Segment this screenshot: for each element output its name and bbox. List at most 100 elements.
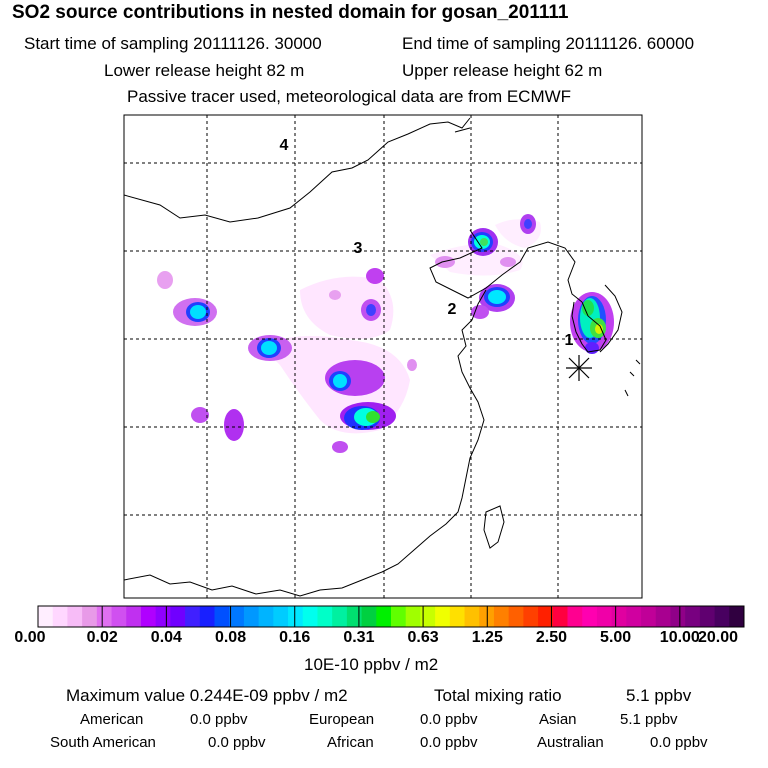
purple-patch xyxy=(224,409,244,441)
colorbar-label: 0.08 xyxy=(214,629,247,646)
colorbar-cell xyxy=(567,606,583,627)
colorbar-label: 0.63 xyxy=(407,629,439,646)
colorbar-cell xyxy=(670,606,686,627)
asian-label: Asian xyxy=(539,711,577,728)
colorbar-cell xyxy=(508,606,524,627)
colorbar-ticks xyxy=(101,606,681,627)
colorbar-cell xyxy=(538,606,554,627)
european-value: 0.0 ppbv xyxy=(420,711,478,728)
south-american-label: South American xyxy=(50,734,156,751)
region-label-1: 1 xyxy=(565,332,574,349)
colorbar-cell xyxy=(332,606,348,627)
colorbar-cell xyxy=(67,606,83,627)
region-label-4: 4 xyxy=(280,137,289,154)
colorbar-cell xyxy=(229,606,245,627)
plume-area xyxy=(430,243,523,276)
colorbar-cell xyxy=(111,606,127,627)
upper-height-label: Upper release height 62 m xyxy=(402,61,603,80)
colorbar-label: 0.00 xyxy=(14,629,46,646)
colorbar-cell xyxy=(52,606,68,627)
cyan-core xyxy=(190,305,206,319)
colorbar-label: 0.31 xyxy=(343,629,375,646)
colorbar-cell xyxy=(214,606,230,627)
green-peak xyxy=(366,411,380,423)
colorbar-label: 0.02 xyxy=(86,629,118,646)
total-mixing-label: Total mixing ratio xyxy=(434,686,562,705)
purple-patch xyxy=(191,407,209,423)
australian-value: 0.0 ppbv xyxy=(650,734,708,751)
colorbar-cell xyxy=(376,606,392,627)
colorbar-cell xyxy=(82,606,98,627)
colorbar-cell xyxy=(596,606,613,627)
american-value: 0.0 ppbv xyxy=(190,711,248,728)
colorbar-cells xyxy=(38,606,745,627)
colorbar-cell xyxy=(170,606,186,627)
lower-height-label: Lower release height 82 m xyxy=(104,61,305,80)
colorbar-cell xyxy=(288,606,304,627)
purple-patch xyxy=(407,359,417,371)
colorbar-cell xyxy=(199,606,215,627)
colorbar-cell xyxy=(552,606,568,627)
concentration-field xyxy=(157,214,614,453)
colorbar-label: 5.00 xyxy=(600,629,632,646)
colorbar-cell xyxy=(243,606,260,627)
blue-core xyxy=(366,304,376,316)
colorbar-cell xyxy=(523,606,539,627)
purple-patch xyxy=(435,256,455,268)
cyan-core xyxy=(261,341,277,355)
coastlines xyxy=(124,117,641,597)
max-value-label: Maximum value 0.244E-09 ppbv / m2 xyxy=(66,686,348,705)
colorbar-cell xyxy=(464,606,480,627)
colorbar-label: 0.16 xyxy=(279,629,311,646)
total-mixing-value: 5.1 ppbv xyxy=(626,686,692,705)
blue-core xyxy=(524,219,532,229)
colorbar-cell xyxy=(302,606,318,627)
colorbar-cell xyxy=(185,606,201,627)
colorbar-label: 0.04 xyxy=(150,629,182,646)
colorbar-frame xyxy=(37,605,745,628)
page-title: SO2 source contributions in nested domai… xyxy=(12,2,569,23)
colorbar-cell xyxy=(258,606,274,627)
colorbar-cell xyxy=(641,606,657,627)
colorbar-label: 20.00 xyxy=(697,629,739,646)
asterisk-receptor-icon xyxy=(566,355,592,381)
green-peak xyxy=(480,238,488,246)
colorbar-label: 1.25 xyxy=(471,629,503,646)
green-peak xyxy=(582,300,594,316)
colorbar-cell xyxy=(611,606,627,627)
cyan-core xyxy=(488,290,506,304)
colorbar-cell xyxy=(626,606,642,627)
colorbar-cell xyxy=(96,606,112,627)
purple-patch xyxy=(500,257,516,267)
purple-patch xyxy=(471,305,489,319)
colorbar-cell xyxy=(655,606,671,627)
african-label: African xyxy=(327,734,374,751)
colorbar-cell xyxy=(38,606,54,627)
colorbar-label: 2.50 xyxy=(535,629,568,646)
colorbar-cell xyxy=(493,606,510,627)
european-label: European xyxy=(309,711,375,728)
colorbar-cell xyxy=(435,606,451,627)
purple-patch xyxy=(329,290,341,300)
lat-lon-grid xyxy=(124,115,642,598)
colorbar-cell xyxy=(405,606,421,627)
african-value: 0.0 ppbv xyxy=(420,734,478,751)
colorbar-label: 10.00 xyxy=(659,629,700,646)
colorbar-cell xyxy=(699,606,715,627)
colorbar-cell xyxy=(685,606,701,627)
colorbar-cell xyxy=(317,606,333,627)
asian-value: 5.1 ppbv xyxy=(620,711,678,728)
map-frame xyxy=(123,114,643,599)
colorbar-cell xyxy=(449,606,465,627)
start-time-label: Start time of sampling 20111126. 30000 xyxy=(24,34,322,53)
yellow-peak xyxy=(595,324,603,334)
colorbar-cell xyxy=(391,606,407,627)
region-label-2: 2 xyxy=(448,301,457,318)
colorbar-unit: 10E-10 ppbv / m2 xyxy=(304,655,439,674)
colorbar-cell xyxy=(714,606,730,627)
tracer-note: Passive tracer used, meteorological data… xyxy=(127,87,572,106)
purple-patch xyxy=(332,441,348,453)
colorbar-cell xyxy=(140,606,157,627)
cyan-core xyxy=(333,374,347,388)
